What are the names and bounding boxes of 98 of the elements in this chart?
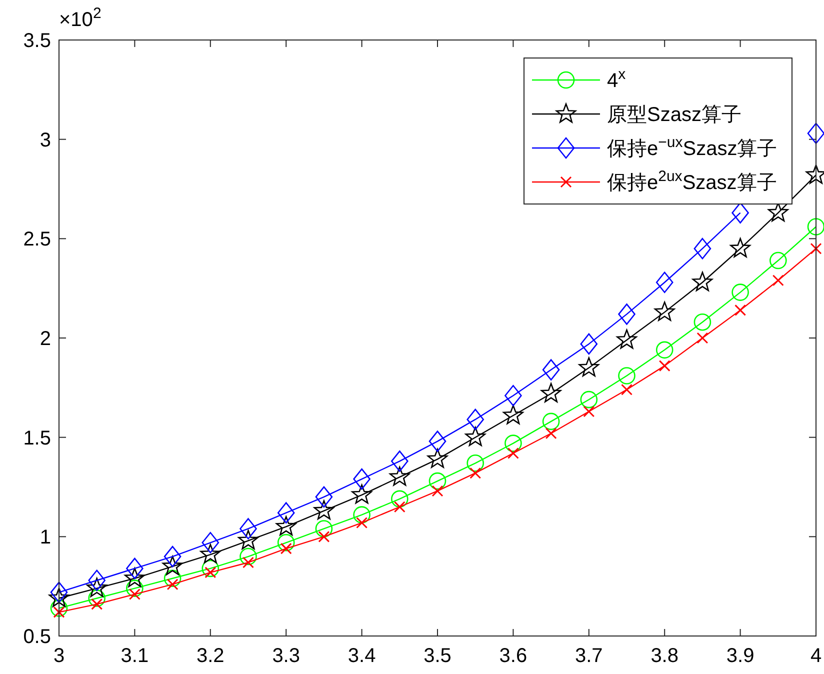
point: [583, 406, 595, 418]
point: [240, 548, 257, 566]
point: [618, 304, 636, 325]
point: [428, 472, 446, 490]
point: [578, 357, 600, 377]
point: [318, 530, 330, 542]
text: ×10$^{2}$: [59, 4, 102, 31]
point: [692, 272, 713, 292]
point: [164, 570, 182, 588]
point: [88, 570, 106, 592]
point: [202, 532, 220, 554]
point: [542, 412, 560, 430]
point: [88, 590, 106, 607]
point: [654, 302, 675, 321]
x-tick-label: 3.1: [120, 645, 149, 667]
point: [314, 500, 334, 520]
point: [353, 468, 370, 490]
point: [466, 454, 484, 472]
point: [391, 490, 408, 508]
point: [470, 467, 482, 479]
x-tick-label: 3.7: [574, 645, 603, 667]
point: [772, 274, 784, 286]
point: [621, 384, 632, 396]
point: [50, 582, 68, 603]
point: [428, 430, 446, 452]
y-tick-label: 1.5: [23, 427, 51, 450]
legend-label: 4$^{x}$: [607, 66, 626, 92]
point: [389, 466, 410, 486]
point: [48, 588, 70, 607]
point: [164, 546, 182, 568]
point: [807, 218, 824, 236]
y-tick-label: 3: [40, 129, 51, 152]
point: [696, 332, 708, 344]
point: [427, 448, 448, 468]
point: [618, 367, 636, 384]
y-tick-label: 2.5: [23, 228, 51, 251]
point: [356, 517, 368, 529]
point: [656, 272, 674, 294]
point: [807, 122, 824, 144]
point: [504, 434, 522, 452]
point: [128, 588, 140, 600]
point: [580, 390, 598, 408]
point: [466, 408, 484, 430]
point: [200, 544, 221, 564]
point: [126, 558, 144, 580]
x-tick-label: 3.9: [726, 645, 754, 667]
legend-label: 保持e$^{2ux}$Szasz算子: [607, 168, 777, 194]
x-tick-label: 3.4: [348, 645, 376, 667]
y-tick-label: 1: [40, 526, 51, 549]
point: [162, 556, 183, 576]
point: [202, 560, 220, 578]
y-tick-label: 0.5: [23, 626, 51, 648]
point: [810, 242, 822, 254]
point: [732, 284, 749, 301]
point: [503, 404, 524, 424]
point: [353, 506, 370, 524]
point: [465, 426, 486, 446]
point: [240, 518, 257, 540]
point: [730, 238, 750, 258]
x-tick-label: 3.2: [196, 645, 224, 667]
x-tick-label: 3.8: [650, 645, 679, 667]
point: [276, 516, 296, 536]
point: [391, 450, 408, 472]
point: [542, 359, 560, 380]
point: [694, 313, 712, 331]
point: [694, 238, 712, 260]
point: [504, 384, 522, 406]
point: [50, 600, 68, 617]
point: [352, 484, 372, 504]
point: [86, 578, 108, 598]
legend-label: 保持e$^{−ux}$Szasz算子: [607, 134, 778, 160]
x-tick-label: 3.3: [272, 645, 300, 667]
point: [507, 447, 519, 459]
point: [540, 382, 562, 402]
x-tick-label: 4: [810, 645, 822, 667]
point: [432, 485, 444, 497]
legend-label: 原型Szasz算子: [607, 104, 742, 126]
point: [315, 520, 333, 538]
point: [580, 333, 598, 355]
point: [238, 530, 258, 550]
x-tick-label: 3.6: [499, 645, 528, 667]
point: [315, 486, 333, 508]
x-tick-label: 3: [53, 645, 65, 667]
point: [277, 534, 295, 552]
point: [770, 252, 787, 270]
y-tick-label: 2: [40, 328, 51, 350]
point: [166, 578, 178, 590]
point: [124, 568, 145, 588]
point: [545, 428, 557, 440]
x-tick-label: 3.5: [424, 645, 452, 667]
point: [394, 501, 406, 513]
point: [656, 341, 674, 359]
y-tick-label: 3.5: [23, 30, 51, 52]
point: [277, 502, 295, 524]
point: [616, 329, 637, 349]
point: [126, 580, 144, 597]
point: [734, 304, 746, 316]
point: [658, 360, 670, 372]
